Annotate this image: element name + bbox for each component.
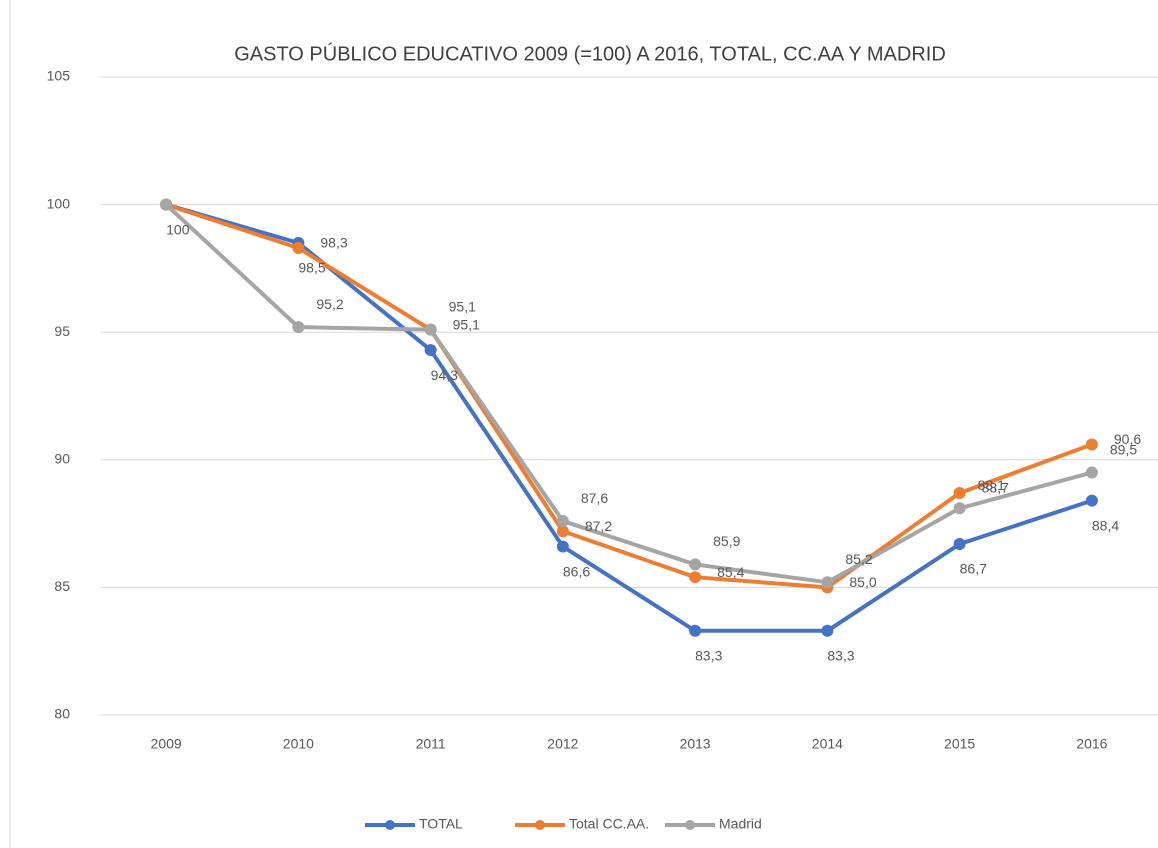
legend-label: Total CC.AA.: [569, 816, 649, 832]
data-label: 85,0: [849, 574, 876, 590]
data-label: 88,4: [1092, 517, 1119, 533]
data-label: 88,1: [978, 477, 1005, 493]
point: [556, 525, 569, 538]
point: [953, 486, 966, 499]
legend-marker: [385, 820, 395, 830]
data-label: 90,6: [1114, 431, 1141, 447]
point: [424, 344, 437, 357]
point: [821, 576, 834, 589]
point: [953, 538, 966, 551]
data-label: 89,5: [1110, 441, 1137, 457]
data-label: 86,6: [563, 563, 590, 579]
data-label: 88,7: [982, 480, 1009, 496]
legend-marker: [535, 820, 545, 830]
point: [160, 198, 173, 211]
data-label: 95,1: [449, 298, 476, 314]
series-line: [164, 203, 1093, 585]
point: [1085, 466, 1098, 479]
point: [292, 241, 305, 254]
point: [821, 624, 834, 637]
data-label: 83,3: [695, 647, 722, 663]
point: [689, 624, 702, 637]
data-label: 98,3: [320, 235, 347, 251]
point: [556, 515, 569, 528]
chart-title: GASTO PÚBLICO EDUCATIVO 2009 (=100) A 20…: [234, 42, 946, 65]
data-label: 85,2: [845, 551, 872, 567]
legend-marker: [685, 820, 695, 830]
data-label: 86,7: [960, 561, 987, 577]
y-tick-label: 95: [54, 323, 70, 339]
x-tick-label: 2014: [812, 736, 843, 752]
y-tick-label: 105: [47, 68, 71, 84]
data-label: 95,1: [453, 316, 480, 332]
point: [424, 323, 437, 336]
point: [1085, 438, 1098, 451]
x-tick-label: 2012: [547, 736, 578, 752]
legend-label: TOTAL: [419, 816, 463, 832]
data-label: 100: [166, 221, 190, 237]
point: [689, 558, 702, 571]
data-label: 87,6: [581, 490, 608, 506]
data-label: 85,9: [713, 533, 740, 549]
data-label: 94,3: [431, 367, 458, 383]
x-tick-label: 2013: [680, 736, 711, 752]
y-tick-label: 85: [54, 578, 70, 594]
point: [556, 540, 569, 553]
x-tick-label: 2009: [151, 736, 182, 752]
x-tick-label: 2015: [944, 736, 975, 752]
point: [292, 321, 305, 334]
data-label: 95,2: [316, 296, 343, 312]
point: [689, 571, 702, 584]
legend-label: Madrid: [719, 816, 762, 832]
data-label: 98,5: [298, 260, 325, 276]
data-label: 83,3: [827, 647, 854, 663]
data-label: 87,2: [585, 518, 612, 534]
point: [953, 502, 966, 515]
x-tick-label: 2010: [283, 736, 314, 752]
x-tick-label: 2016: [1076, 736, 1107, 752]
data-label: 85,4: [717, 564, 744, 580]
y-tick-label: 100: [47, 195, 71, 211]
y-tick-label: 90: [54, 451, 70, 467]
y-tick-label: 80: [54, 706, 70, 722]
x-tick-label: 2011: [416, 736, 446, 752]
series-line: [165, 202, 1093, 590]
point: [1085, 494, 1098, 507]
